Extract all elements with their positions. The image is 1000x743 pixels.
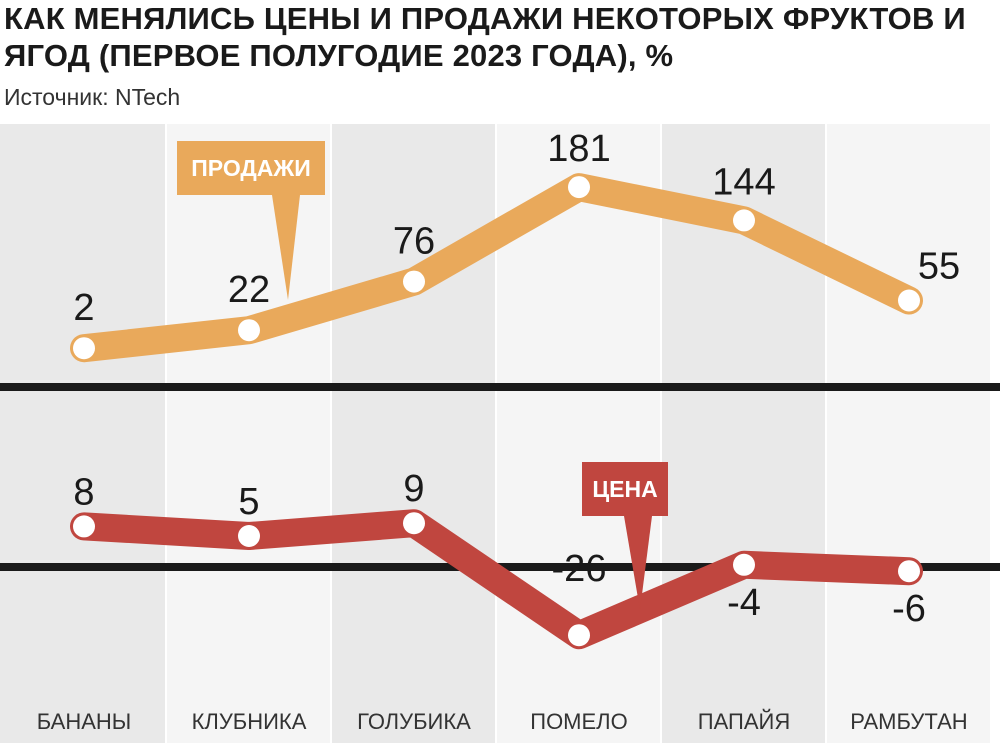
category-label: КЛУБНИКА [192,709,307,734]
price-value-label: 5 [238,481,259,523]
chart-source: Источник: NTech [4,84,181,110]
sales-point [238,319,260,342]
price-point [898,560,920,583]
sales-point [898,289,920,312]
price-point [73,515,95,538]
sales-point [403,270,425,293]
price-value-label: -6 [892,588,926,630]
price-value-label: -4 [727,582,761,624]
sales-point [73,337,95,360]
sales-value-label: 144 [712,161,775,203]
price-value-label: -26 [552,548,607,590]
sales-series-line [70,173,923,363]
sales-point [568,176,590,199]
price-series-tag-text: ЦЕНА [592,476,657,502]
column-background [332,124,495,743]
price-series-line [70,509,923,650]
sales-series-tag: ПРОДАЖИ [177,141,325,300]
price-point [733,553,755,576]
sales-value-label: 181 [547,128,610,170]
price-series-tag: ЦЕНА [582,462,668,610]
series-lines [70,173,923,650]
category-label: ГОЛУБИКА [357,709,471,734]
sales-series-tag-box [177,141,325,195]
column-background [827,124,990,743]
sales-value-label: 2 [73,287,94,329]
category-labels: БАНАНЫ КЛУБНИКА ГОЛУБИКА ПОМЕЛО ПАПАЙЯ РАМБУТ… [37,709,968,734]
price-series-tag-pointer [624,516,652,610]
category-label: РАМБУТАН [850,709,967,734]
chart-title: КАК МЕНЯЛИСЬ ЦЕНЫ И ПРОДАЖИ НЕКОТОРЫХ ФР… [4,1,966,73]
sales-zero-line [0,383,1000,391]
price-point [568,624,590,647]
sales-value-label: 55 [918,246,960,288]
sales-series-tag-text: ПРОДАЖИ [191,155,310,181]
category-label: ПАПАЙЯ [698,709,790,734]
column-background [0,124,165,743]
price-point [403,512,425,535]
column-backgrounds [0,124,990,743]
series-tags: ПРОДАЖИ ЦЕНА [177,141,668,610]
sales-value-label: 76 [393,221,435,263]
price-point [238,525,260,547]
price-series-tag-box [582,462,668,516]
category-label: ПОМЕЛО [530,709,627,734]
data-points [73,176,920,647]
sales-series-tag-pointer [272,195,300,300]
category-label: БАНАНЫ [37,709,132,734]
sales-value-label: 22 [228,269,270,311]
price-value-label: 8 [73,471,94,513]
price-value-label: 9 [403,468,424,510]
column-background [167,124,330,743]
sales-point [733,209,755,232]
